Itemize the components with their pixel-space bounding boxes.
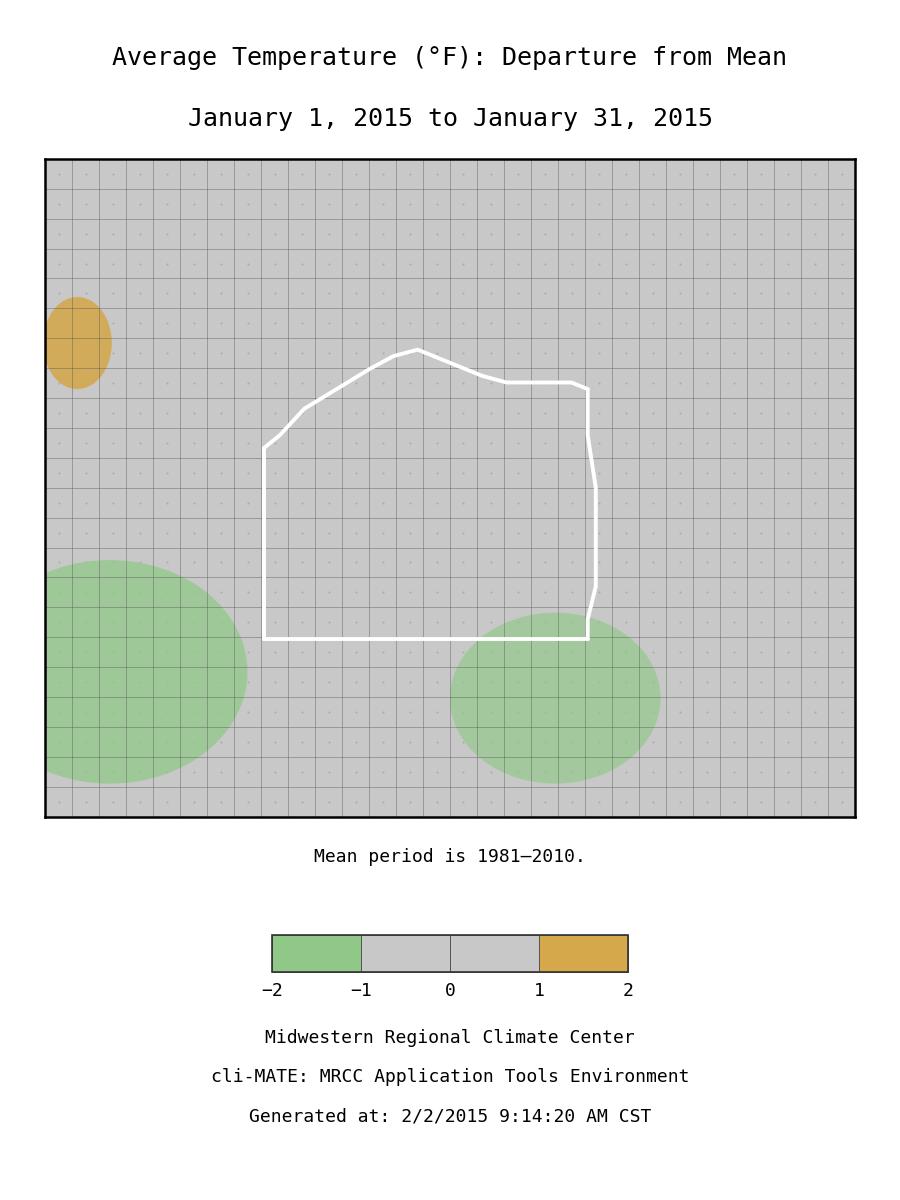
- Ellipse shape: [43, 298, 112, 389]
- Circle shape: [450, 613, 661, 784]
- Text: 1: 1: [534, 983, 544, 1001]
- Text: Average Temperature (°F): Departure from Mean: Average Temperature (°F): Departure from…: [112, 47, 788, 71]
- Text: cli-MATE: MRCC Application Tools Environment: cli-MATE: MRCC Application Tools Environ…: [211, 1068, 689, 1086]
- Text: January 1, 2015 to January 31, 2015: January 1, 2015 to January 31, 2015: [187, 107, 713, 131]
- Text: −1: −1: [350, 983, 372, 1001]
- Bar: [272, 935, 361, 972]
- Text: Midwestern Regional Climate Center: Midwestern Regional Climate Center: [266, 1028, 634, 1046]
- Bar: [272, 935, 628, 972]
- Text: Generated at: 2/2/2015 9:14:20 AM CST: Generated at: 2/2/2015 9:14:20 AM CST: [248, 1108, 652, 1126]
- Bar: [539, 935, 628, 972]
- Text: 0: 0: [445, 983, 455, 1001]
- Text: Mean period is 1981–2010.: Mean period is 1981–2010.: [314, 847, 586, 865]
- Text: 2: 2: [623, 983, 634, 1001]
- Circle shape: [0, 560, 248, 784]
- Bar: [450, 935, 539, 972]
- Text: −2: −2: [261, 983, 283, 1001]
- Bar: [361, 935, 450, 972]
